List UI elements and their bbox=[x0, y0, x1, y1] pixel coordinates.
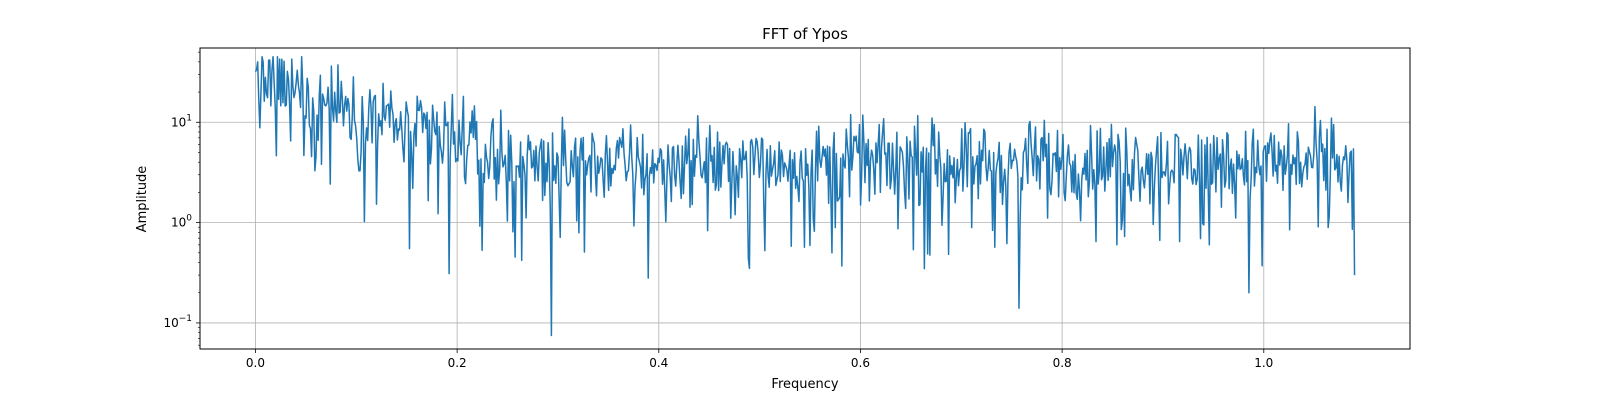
chart-title: FFT of Ypos bbox=[762, 25, 848, 43]
x-tick-label: 0.0 bbox=[246, 356, 265, 370]
y-tick-label-exponent: −1 bbox=[179, 314, 192, 324]
y-tick-label-base: 10 bbox=[171, 216, 186, 230]
y-tick-label-base: 10 bbox=[171, 115, 186, 129]
plot-frame bbox=[199, 47, 1411, 350]
y-tick-label-exponent: 1 bbox=[186, 113, 192, 123]
y-axis-label: Amplitude bbox=[135, 166, 150, 233]
x-tick-label: 0.8 bbox=[1053, 356, 1072, 370]
y-tick-label: 101 bbox=[171, 113, 192, 129]
x-tick-label: 1.0 bbox=[1254, 356, 1273, 370]
x-tick-label: 0.2 bbox=[448, 356, 467, 370]
series-line-fft bbox=[254, 55, 1356, 337]
x-axis-label: Frequency bbox=[771, 377, 838, 392]
series-line-group bbox=[254, 55, 1356, 337]
y-tick-label: 100 bbox=[171, 214, 192, 230]
x-tick-label: 0.4 bbox=[649, 356, 668, 370]
y-tick-label-exponent: 0 bbox=[186, 214, 192, 224]
y-tick-label: 10−1 bbox=[163, 314, 192, 330]
y-tick-label-base: 10 bbox=[163, 316, 178, 330]
x-tick-label: 0.6 bbox=[851, 356, 870, 370]
